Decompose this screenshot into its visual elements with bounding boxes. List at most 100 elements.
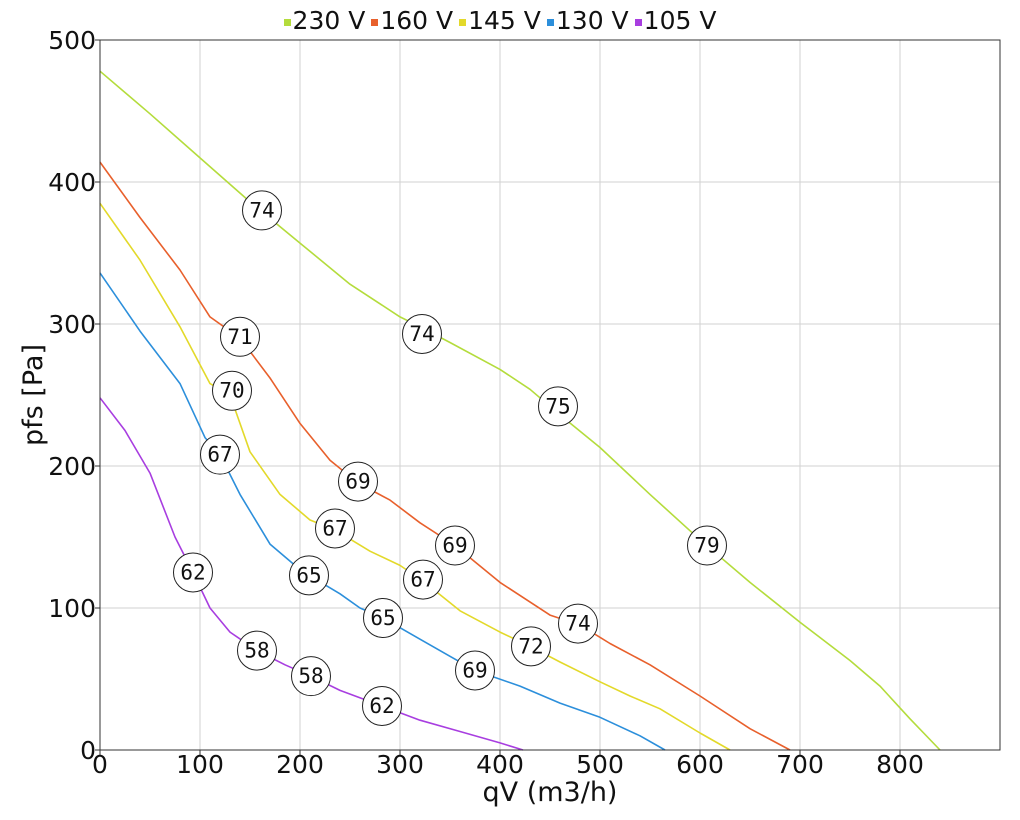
axes: 0 100 200 300 400 500 600 700 800 0 100 200 300 400 50… [48, 26, 1001, 779]
operating-point-label: 71 [220, 316, 260, 357]
label-bubble [511, 626, 551, 667]
label-value: 74 [565, 612, 590, 636]
chart-legend: 230 V 160 V 145 V 130 V 105 V [0, 6, 1000, 35]
operating-point-label: 62 [362, 685, 402, 726]
y-tick-label: 400 [48, 168, 96, 197]
legend-swatch [283, 19, 291, 26]
operating-point-label: 69 [435, 525, 475, 566]
label-value: 69 [462, 658, 487, 682]
label-value: 71 [227, 325, 252, 349]
legend-item: 145 V [459, 6, 541, 35]
legend-item: 105 V [634, 6, 717, 35]
operating-point-label: 69 [455, 650, 495, 691]
label-bubble [402, 313, 442, 354]
label-bubble [558, 603, 598, 644]
label-bubble [687, 525, 727, 566]
legend-label: 105 V [643, 6, 717, 35]
label-value: 74 [249, 198, 274, 222]
operating-point-label: 70 [212, 370, 252, 411]
label-bubble [403, 559, 443, 600]
operating-point-label: 79 [687, 525, 727, 566]
label-value: 65 [370, 606, 395, 630]
legend-swatch [459, 19, 467, 26]
legend-item: 130 V [546, 6, 629, 35]
x-tick-label: 400 [476, 750, 524, 779]
x-tick-label: 200 [276, 750, 324, 779]
label-value: 79 [694, 534, 719, 558]
label-bubble [220, 316, 260, 357]
legend-swatch [546, 19, 554, 26]
y-tick-label: 300 [48, 310, 96, 339]
label-value: 69 [345, 470, 370, 494]
label-bubble [237, 630, 277, 671]
label-value: 67 [322, 516, 347, 540]
label-value: 72 [518, 634, 543, 658]
x-tick-label: 300 [376, 750, 424, 779]
label-value: 70 [219, 379, 244, 403]
label-value: 65 [296, 563, 321, 587]
x-tick-label: 800 [876, 750, 924, 779]
legend-label: 160 V [380, 6, 454, 35]
label-value: 58 [244, 639, 269, 663]
operating-point-label: 72 [511, 626, 551, 667]
x-tick-label: 500 [576, 750, 624, 779]
operating-point-label: 58 [291, 656, 331, 697]
operating-point-label: 65 [289, 555, 329, 596]
label-value: 58 [298, 664, 323, 688]
legend-swatch [634, 19, 642, 26]
operating-point-label: 62 [173, 552, 213, 593]
label-value: 75 [545, 394, 570, 418]
label-bubble [242, 190, 282, 231]
label-value: 67 [410, 568, 435, 592]
label-value: 67 [207, 443, 232, 467]
legend-swatch [371, 19, 379, 26]
label-bubble [338, 461, 378, 502]
label-bubble [212, 370, 252, 411]
x-axis-title: qV (m3/h) [483, 777, 618, 808]
label-bubble [455, 650, 495, 691]
y-tick-label: 0 [80, 736, 96, 765]
label-bubble [362, 685, 402, 726]
legend-label: 145 V [468, 6, 541, 35]
operating-point-label: 67 [200, 434, 240, 475]
series-line [99, 272, 666, 751]
label-bubble [435, 525, 475, 566]
label-bubble [291, 656, 331, 697]
legend-item: 230 V [283, 6, 366, 35]
series-line [99, 202, 731, 751]
operating-point-label: 74 [402, 313, 442, 354]
label-bubble [173, 552, 213, 593]
plot-frame [99, 39, 1001, 751]
x-tick-label: 100 [176, 750, 224, 779]
label-bubble [289, 555, 329, 596]
operating-point-label: 58 [237, 630, 277, 671]
y-tick-label: 100 [48, 594, 96, 623]
label-value: 74 [409, 322, 434, 346]
label-value: 62 [180, 561, 205, 585]
y-tick-label: 200 [48, 452, 96, 481]
legend-label: 130 V [555, 6, 629, 35]
label-value: 62 [369, 694, 394, 718]
operating-point-label: 74 [558, 603, 598, 644]
label-bubble [538, 386, 578, 427]
operating-point-label: 75 [538, 386, 578, 427]
operating-point-label: 67 [403, 559, 443, 600]
operating-point-label: 69 [338, 461, 378, 502]
y-tick-label: 500 [48, 26, 96, 55]
label-bubble [315, 508, 355, 549]
operating-point-label: 74 [242, 190, 282, 231]
operating-point-label: 67 [315, 508, 355, 549]
series-line [99, 161, 791, 751]
label-bubble [363, 597, 403, 638]
x-tick-label: 700 [776, 750, 824, 779]
x-tick-label: 600 [676, 750, 724, 779]
label-value: 69 [442, 534, 467, 558]
x-tick-label: 0 [92, 750, 108, 779]
y-axis-title: pfs [Pa] [18, 344, 49, 446]
label-bubble [200, 434, 240, 475]
legend-item: 160 V [371, 6, 453, 35]
legend-label: 230 V [292, 6, 366, 35]
operating-point-label: 65 [363, 597, 403, 638]
